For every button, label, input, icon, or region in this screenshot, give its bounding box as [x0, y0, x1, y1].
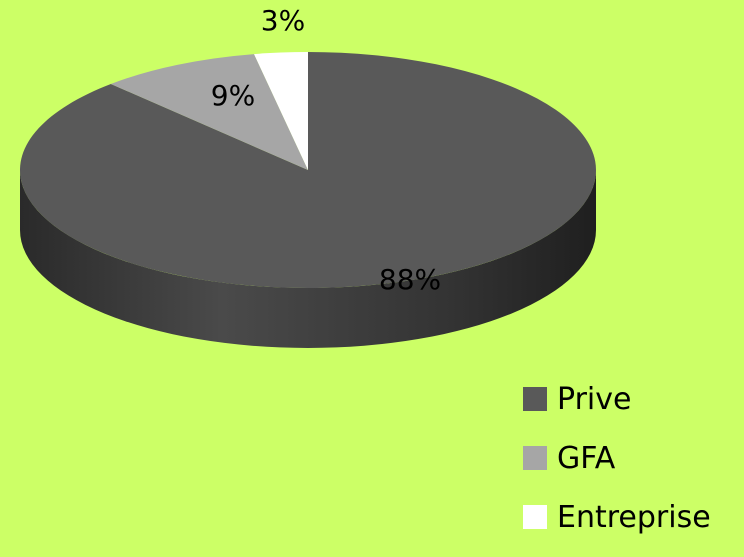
pie-slice-gfa: [110, 54, 308, 170]
pie-slice-entreprise: [254, 52, 308, 170]
data-label-gfa: 9%: [211, 79, 255, 112]
data-label-group: 88% 9% 3%: [211, 4, 441, 296]
legend-label-gfa: GFA: [557, 440, 616, 476]
legend-label-prive: Prive: [557, 381, 632, 417]
legend-swatch-entreprise: [523, 505, 547, 529]
legend-swatch-prive: [523, 387, 547, 411]
legend-label-entreprise: Entreprise: [557, 499, 711, 535]
legend-swatch-gfa: [523, 446, 547, 470]
pie-side-group: [20, 170, 596, 348]
legend-item-gfa: GFA: [523, 439, 743, 477]
pie-top-group: [19, 52, 596, 288]
legend: Prive GFA Entreprise: [523, 380, 743, 557]
data-label-prive: 88%: [379, 263, 441, 296]
legend-item-entreprise: Entreprise: [523, 498, 743, 536]
data-label-entreprise: 3%: [261, 4, 305, 37]
legend-item-prive: Prive: [523, 380, 743, 418]
pie-side-prive: [20, 170, 596, 348]
